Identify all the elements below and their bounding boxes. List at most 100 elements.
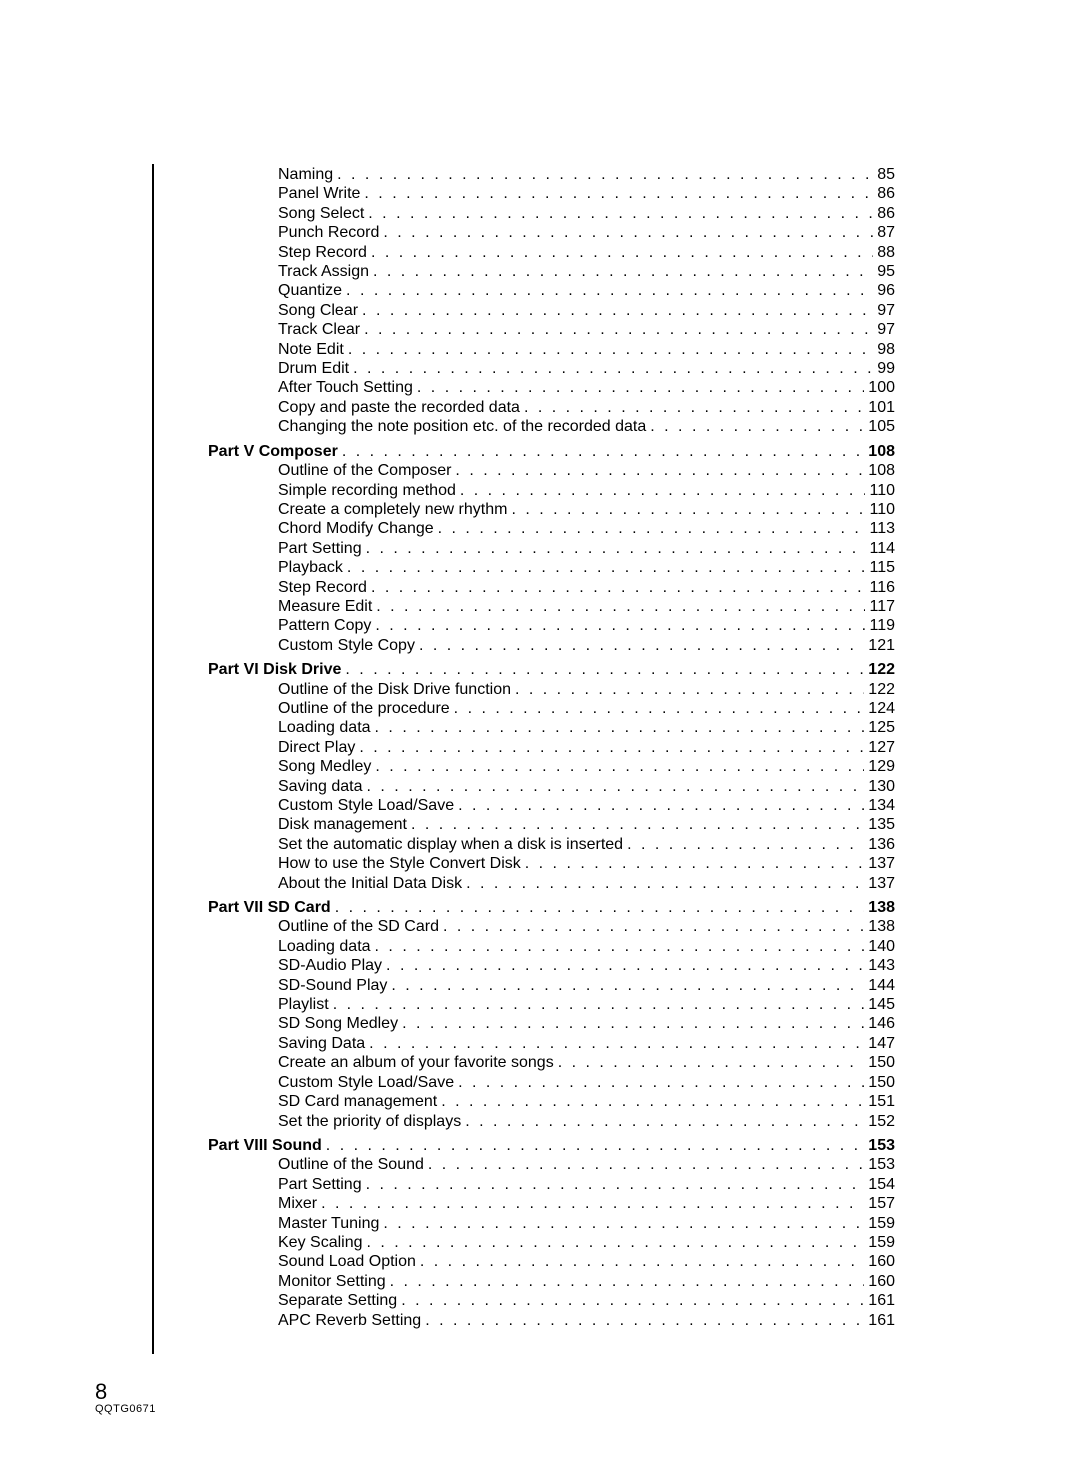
- toc-entry: Loading data 140: [278, 937, 895, 956]
- toc-entry: Copy and paste the recorded data101: [278, 398, 895, 417]
- toc-label: Part Setting: [278, 1175, 362, 1194]
- toc-entry: Panel Write86: [278, 184, 895, 203]
- toc-leader-dots: [407, 815, 864, 834]
- toc-page-number: 150: [864, 1053, 895, 1072]
- toc-entry: Track Clear97: [278, 320, 895, 339]
- toc-label: Saving data: [278, 777, 363, 796]
- toc-leader-dots: [646, 417, 864, 436]
- toc-entry: Disk management135: [278, 815, 895, 834]
- toc-page-number: 161: [864, 1291, 895, 1310]
- toc-page-number: 130: [864, 777, 895, 796]
- toc-entry: Saving Data147: [278, 1034, 895, 1053]
- toc-label: Outline of the Sound: [278, 1155, 424, 1174]
- toc-entry: Set the automatic display when a disk is…: [278, 835, 895, 854]
- toc-entry: SD-Sound Play144: [278, 976, 895, 995]
- toc-label: Note Edit: [278, 340, 344, 359]
- toc-page-number: 121: [864, 636, 895, 655]
- toc-page-number: 113: [865, 519, 895, 538]
- toc-page-number: 157: [864, 1194, 895, 1213]
- toc-label: Custom Style Load/Save: [278, 796, 454, 815]
- toc-entry: Playback115: [278, 558, 895, 577]
- toc-page-number: 134: [864, 796, 895, 815]
- toc-entry: Separate Setting 161: [278, 1291, 895, 1310]
- toc-entry: APC Reverb Setting161: [278, 1311, 895, 1330]
- toc-page-number: 129: [864, 757, 895, 776]
- toc-label: Outline of the procedure: [278, 699, 450, 718]
- toc-label: Outline of the Composer: [278, 461, 451, 480]
- toc-page-number: 99: [873, 359, 895, 378]
- toc-entry: Set the priority of displays152: [278, 1112, 895, 1131]
- toc-leader-dots: [424, 1155, 864, 1174]
- toc-leader-dots: [623, 835, 864, 854]
- toc-leader-dots: [355, 738, 864, 757]
- toc-leader-dots: [520, 398, 864, 417]
- toc-page-number: 159: [864, 1214, 895, 1233]
- toc-leader-dots: [360, 184, 873, 203]
- toc-leader-dots: [371, 937, 865, 956]
- toc-label: Loading data: [278, 937, 371, 956]
- toc-page-number: 143: [864, 956, 895, 975]
- toc-label: Key Scaling: [278, 1233, 363, 1252]
- toc-label: Naming: [278, 165, 333, 184]
- toc-page-number: 146: [864, 1014, 895, 1033]
- toc-label: Mixer: [278, 1194, 317, 1213]
- toc-leader-dots: [554, 1053, 865, 1072]
- toc-entry: Simple recording method110: [278, 481, 895, 500]
- toc-entry: Playlist145: [278, 995, 895, 1014]
- toc-page-number: 86: [873, 184, 895, 203]
- toc-label: Playlist: [278, 995, 329, 1014]
- toc-label: Set the automatic display when a disk is…: [278, 835, 623, 854]
- toc-leader-dots: [363, 1233, 865, 1252]
- toc-entry: Song Select86: [278, 204, 895, 223]
- toc-page-number: 86: [873, 204, 895, 223]
- toc-label: Separate Setting: [278, 1291, 397, 1310]
- toc-leader-dots: [451, 461, 864, 480]
- toc-entry: Punch Record87: [278, 223, 895, 242]
- toc-label: Track Clear: [278, 320, 360, 339]
- toc-entry: Outline of the procedure124: [278, 699, 895, 718]
- toc-page-number: 153: [864, 1155, 895, 1174]
- toc-leader-dots: [434, 519, 866, 538]
- toc-label: Disk management: [278, 815, 407, 834]
- toc-page-number: 140: [864, 937, 895, 956]
- toc-leader-dots: [461, 1112, 864, 1131]
- toc-leader-dots: [358, 301, 873, 320]
- toc-leader-dots: [367, 578, 866, 597]
- toc-leader-dots: [416, 1252, 864, 1271]
- toc-leader-dots: [365, 1034, 864, 1053]
- toc-entry: SD Card management151: [278, 1092, 895, 1111]
- toc-page-number: 87: [873, 223, 895, 242]
- toc-label: Part VI Disk Drive: [208, 660, 341, 679]
- toc-leader-dots: [341, 660, 864, 679]
- toc-label: About the Initial Data Disk: [278, 874, 462, 893]
- toc-label: Copy and paste the recorded data: [278, 398, 520, 417]
- toc-leader-dots: [397, 1291, 864, 1310]
- toc-page-number: 108: [864, 461, 895, 480]
- toc-label: Step Record: [278, 243, 367, 262]
- toc-label: Part V Composer: [208, 442, 338, 461]
- toc-label: Custom Style Load/Save: [278, 1073, 454, 1092]
- toc-label: Create a completely new rhythm: [278, 500, 507, 519]
- footer: 8 QQTG0671: [95, 1381, 156, 1415]
- toc-leader-dots: [362, 539, 866, 558]
- page: Naming 85Panel Write86Song Select86Punch …: [0, 0, 1080, 1477]
- toc-part-heading: Part VIII Sound153: [208, 1136, 895, 1155]
- toc-page-number: 122: [864, 680, 895, 699]
- toc-label: Changing the note position etc. of the r…: [278, 417, 646, 436]
- toc-leader-dots: [421, 1311, 864, 1330]
- toc-page-number: 138: [864, 917, 895, 936]
- toc-label: Custom Style Copy: [278, 636, 415, 655]
- doc-code: QQTG0671: [95, 1403, 156, 1415]
- toc-label: Part VIII Sound: [208, 1136, 322, 1155]
- toc-leader-dots: [379, 1214, 864, 1233]
- toc-page-number: 125: [864, 718, 895, 737]
- toc-entry: SD Song Medley146: [278, 1014, 895, 1033]
- toc-page-number: 85: [873, 165, 895, 184]
- toc-entry: Step Record88: [278, 243, 895, 262]
- toc-leader-dots: [322, 1136, 865, 1155]
- toc-page-number: 138: [864, 898, 895, 917]
- toc-page-number: 154: [864, 1175, 895, 1194]
- toc-page-number: 116: [865, 578, 895, 597]
- toc-label: Part Setting: [278, 539, 362, 558]
- toc-page-number: 95: [873, 262, 895, 281]
